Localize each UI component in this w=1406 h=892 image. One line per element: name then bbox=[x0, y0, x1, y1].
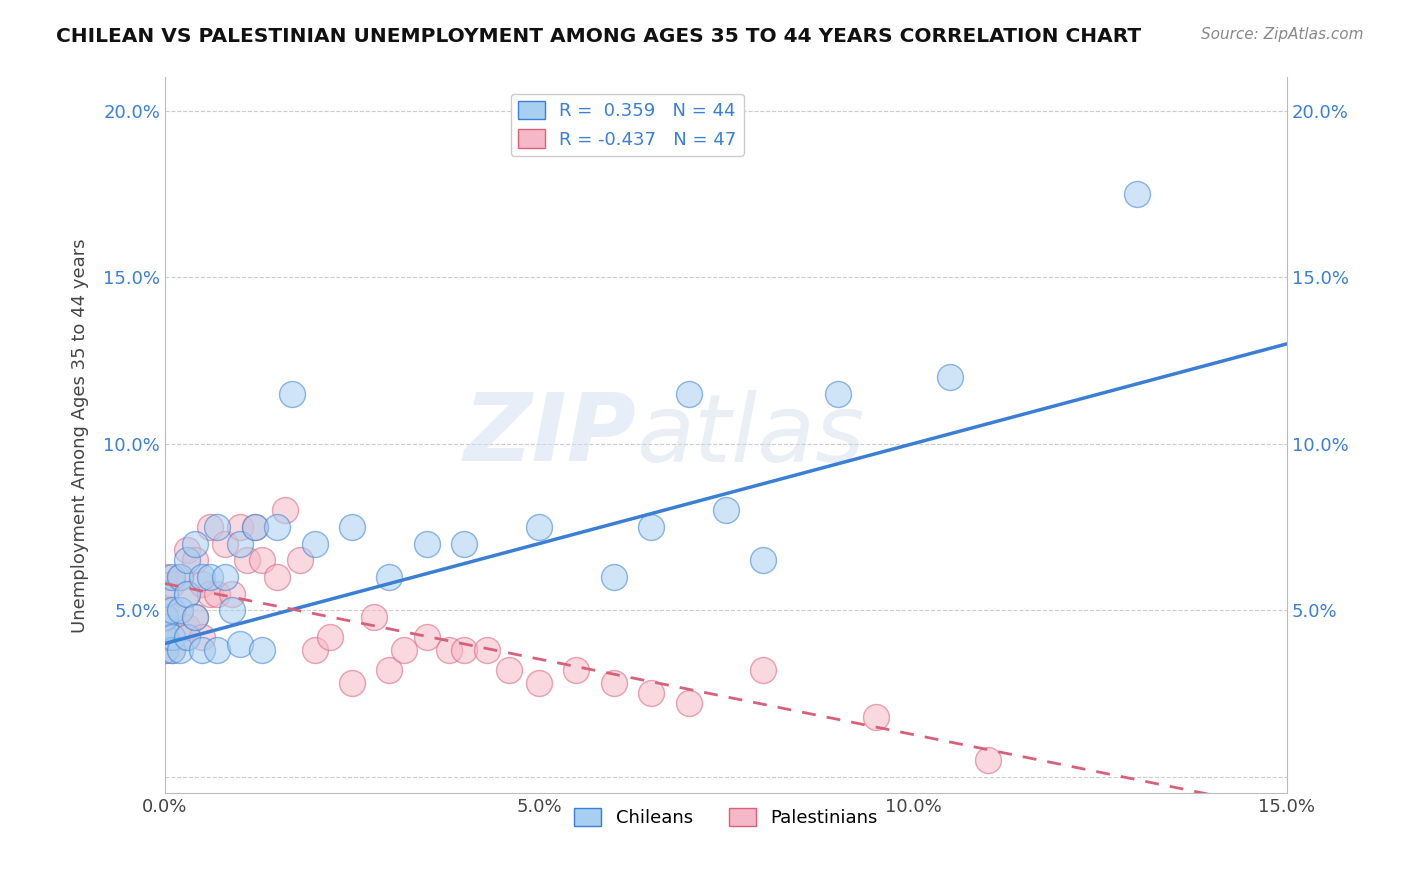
Point bbox=[378, 570, 401, 584]
Point bbox=[827, 386, 849, 401]
Point bbox=[207, 586, 229, 600]
Point bbox=[378, 663, 401, 677]
Point bbox=[304, 536, 326, 550]
Text: Source: ZipAtlas.com: Source: ZipAtlas.com bbox=[1201, 27, 1364, 42]
Point bbox=[162, 570, 184, 584]
Point bbox=[214, 570, 236, 584]
Point bbox=[498, 663, 520, 677]
Point bbox=[184, 610, 207, 624]
Point bbox=[153, 603, 176, 617]
Point bbox=[153, 620, 176, 634]
Point bbox=[169, 643, 191, 657]
Point bbox=[176, 543, 198, 558]
Point bbox=[363, 610, 385, 624]
Point bbox=[977, 753, 1000, 767]
Point bbox=[865, 710, 887, 724]
Point bbox=[603, 570, 626, 584]
Point bbox=[340, 520, 363, 534]
Y-axis label: Unemployment Among Ages 35 to 44 years: Unemployment Among Ages 35 to 44 years bbox=[72, 238, 89, 632]
Point bbox=[527, 676, 550, 690]
Point bbox=[229, 520, 252, 534]
Point bbox=[153, 630, 176, 644]
Point bbox=[162, 610, 184, 624]
Point bbox=[176, 630, 198, 644]
Point bbox=[678, 386, 700, 401]
Point bbox=[214, 536, 236, 550]
Point bbox=[169, 570, 191, 584]
Point bbox=[752, 663, 775, 677]
Point bbox=[153, 586, 176, 600]
Point bbox=[416, 536, 439, 550]
Point bbox=[176, 553, 198, 567]
Point bbox=[198, 570, 221, 584]
Point bbox=[394, 643, 416, 657]
Point bbox=[439, 643, 461, 657]
Point bbox=[153, 610, 176, 624]
Point bbox=[169, 630, 191, 644]
Point bbox=[153, 570, 176, 584]
Point bbox=[243, 520, 266, 534]
Legend: Chileans, Palestinians: Chileans, Palestinians bbox=[567, 801, 884, 834]
Point bbox=[273, 503, 295, 517]
Point bbox=[153, 630, 176, 644]
Point bbox=[198, 586, 221, 600]
Point bbox=[153, 643, 176, 657]
Point bbox=[191, 570, 214, 584]
Point bbox=[304, 643, 326, 657]
Point bbox=[207, 643, 229, 657]
Point bbox=[252, 643, 274, 657]
Point bbox=[191, 630, 214, 644]
Point bbox=[162, 643, 184, 657]
Point bbox=[678, 697, 700, 711]
Point bbox=[191, 643, 214, 657]
Point bbox=[184, 536, 207, 550]
Point bbox=[162, 643, 184, 657]
Point bbox=[714, 503, 737, 517]
Point bbox=[162, 603, 184, 617]
Point bbox=[221, 586, 243, 600]
Point bbox=[640, 520, 662, 534]
Text: ZIP: ZIP bbox=[464, 390, 637, 482]
Point bbox=[266, 520, 288, 534]
Point bbox=[221, 603, 243, 617]
Point bbox=[266, 570, 288, 584]
Point bbox=[184, 553, 207, 567]
Point bbox=[453, 536, 475, 550]
Point bbox=[162, 576, 184, 591]
Point bbox=[318, 630, 340, 644]
Point bbox=[252, 553, 274, 567]
Point bbox=[939, 370, 962, 384]
Point bbox=[191, 576, 214, 591]
Point bbox=[1126, 186, 1149, 201]
Point bbox=[281, 386, 304, 401]
Point bbox=[153, 643, 176, 657]
Point bbox=[169, 603, 191, 617]
Point bbox=[288, 553, 311, 567]
Text: atlas: atlas bbox=[637, 390, 865, 481]
Point bbox=[184, 610, 207, 624]
Text: CHILEAN VS PALESTINIAN UNEMPLOYMENT AMONG AGES 35 TO 44 YEARS CORRELATION CHART: CHILEAN VS PALESTINIAN UNEMPLOYMENT AMON… bbox=[56, 27, 1142, 45]
Point bbox=[176, 586, 198, 600]
Point bbox=[453, 643, 475, 657]
Point bbox=[229, 536, 252, 550]
Point bbox=[176, 620, 198, 634]
Point bbox=[475, 643, 498, 657]
Point bbox=[527, 520, 550, 534]
Point bbox=[603, 676, 626, 690]
Point bbox=[340, 676, 363, 690]
Point bbox=[198, 520, 221, 534]
Point bbox=[565, 663, 588, 677]
Point bbox=[640, 686, 662, 700]
Point bbox=[169, 570, 191, 584]
Point bbox=[162, 630, 184, 644]
Point bbox=[229, 636, 252, 650]
Point bbox=[416, 630, 439, 644]
Point bbox=[207, 520, 229, 534]
Point bbox=[243, 520, 266, 534]
Point bbox=[236, 553, 259, 567]
Point bbox=[752, 553, 775, 567]
Point bbox=[176, 586, 198, 600]
